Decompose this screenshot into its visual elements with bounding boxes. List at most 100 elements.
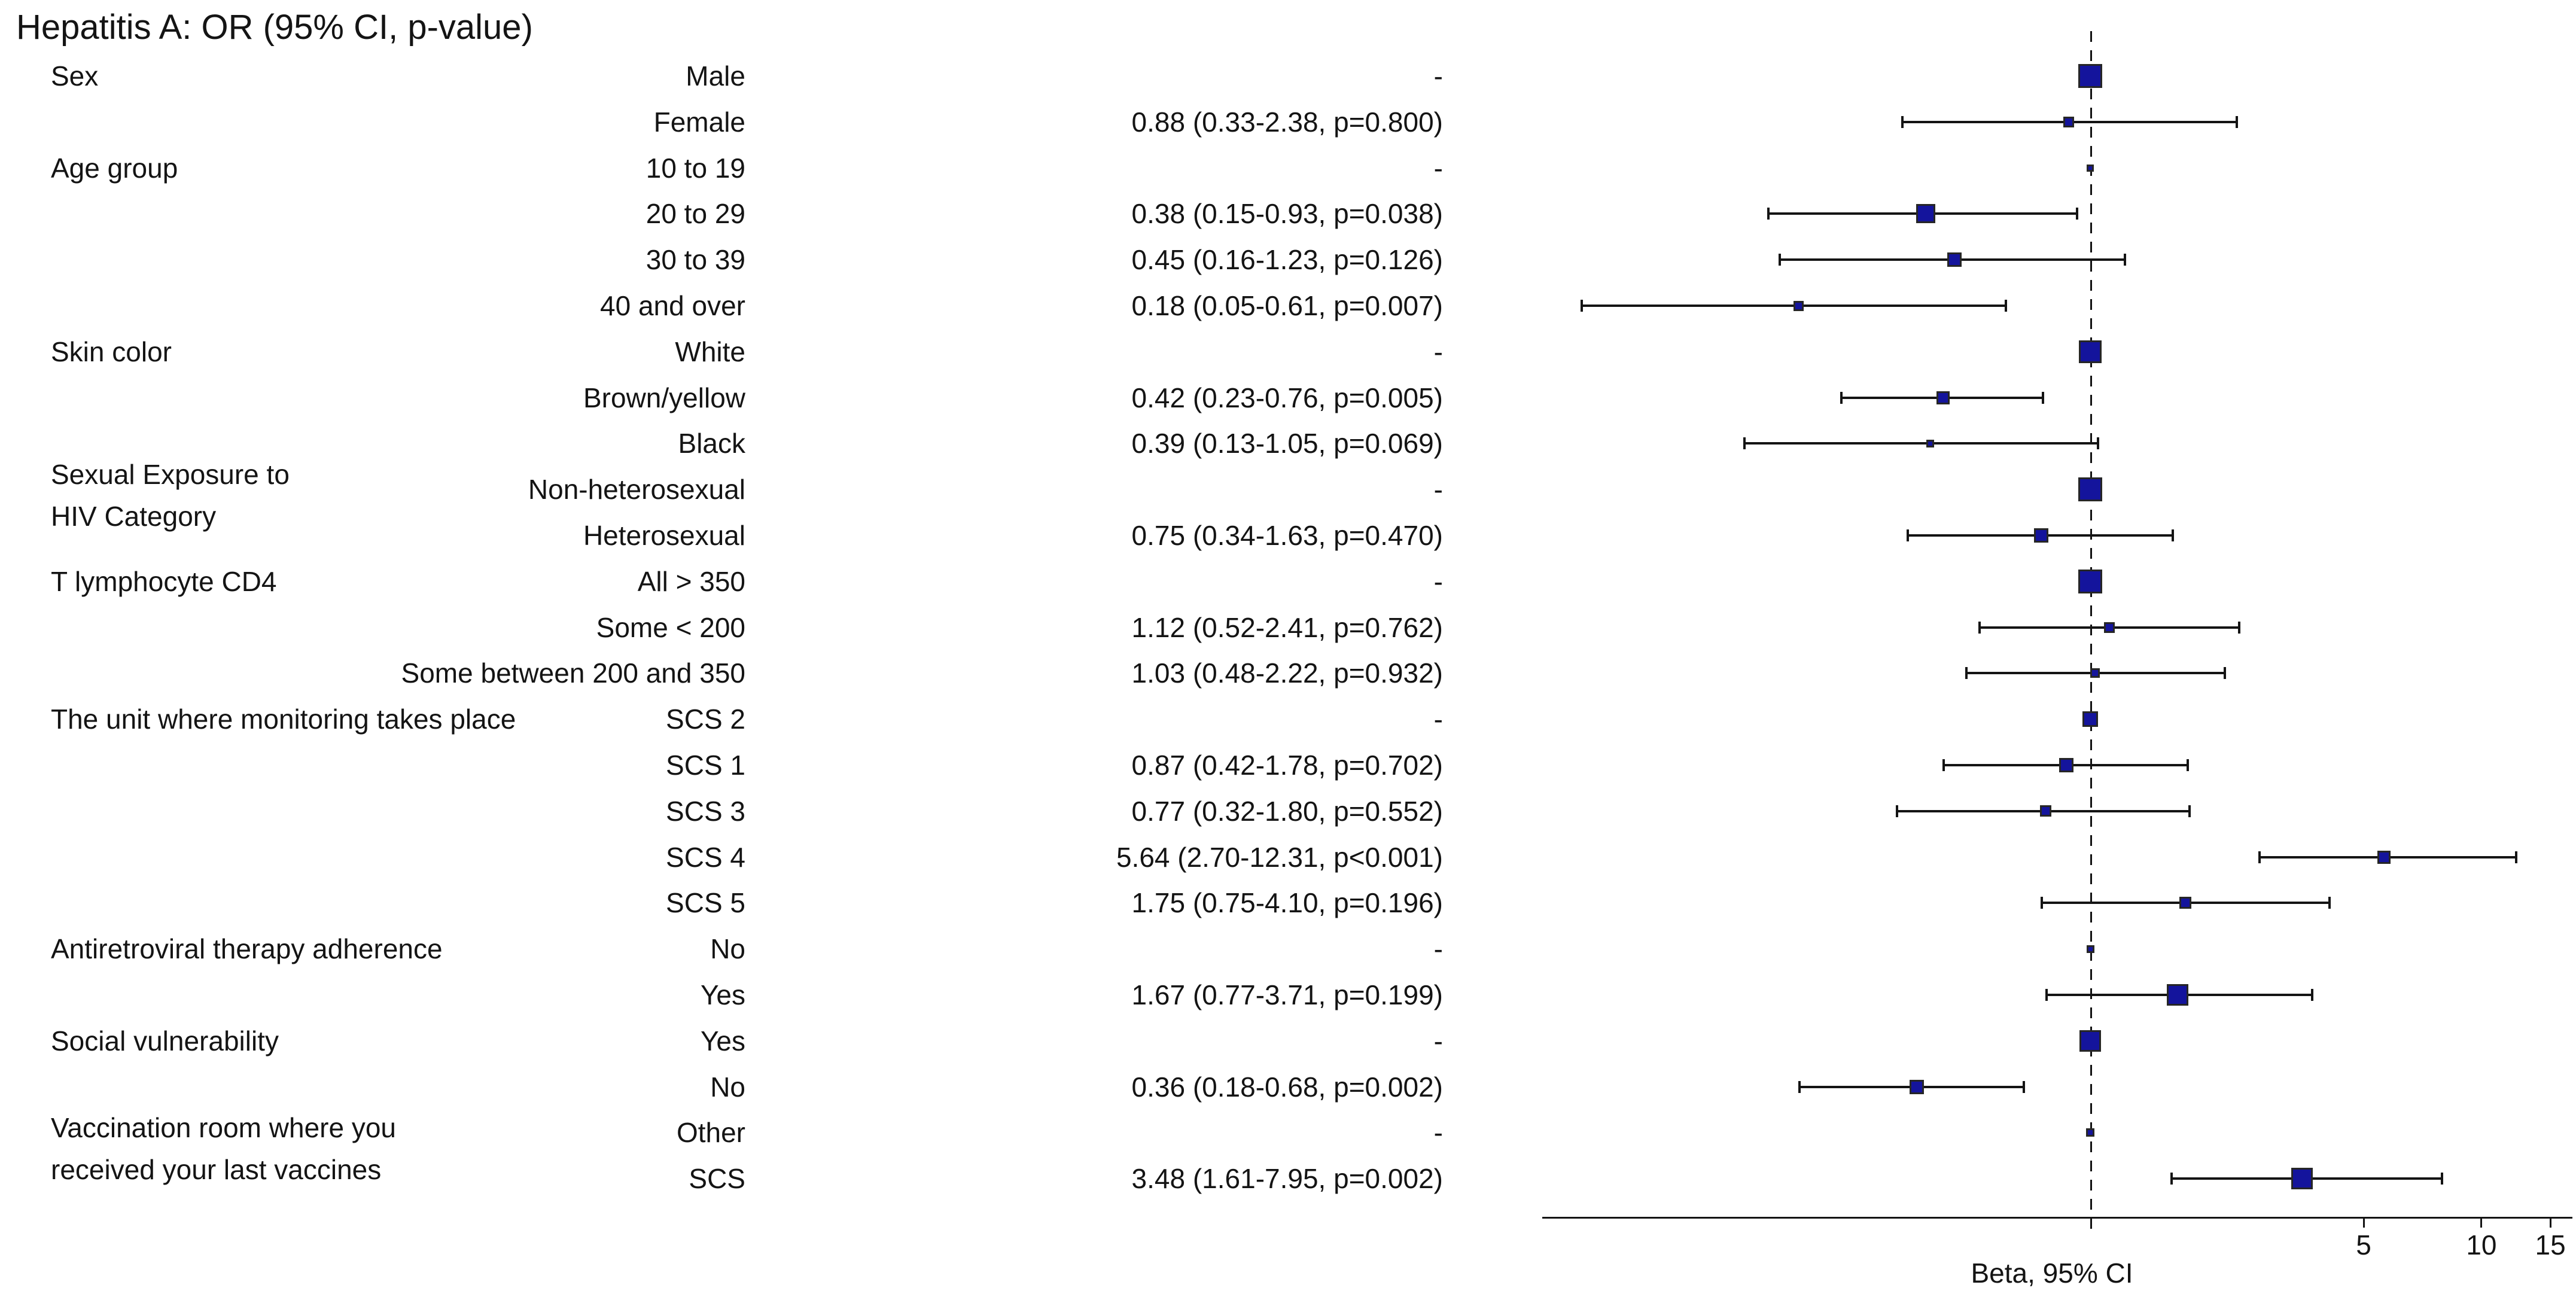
row-value-label: 0.39 (0.13-1.05, p=0.069) [1131, 428, 1443, 459]
estimate-marker [1916, 204, 1936, 224]
row-value-label: 1.75 (0.75-4.10, p=0.196) [1131, 887, 1443, 919]
estimate-marker [2090, 668, 2100, 678]
row-value-label: - [1433, 60, 1443, 92]
x-tick-label: 10 [2466, 1229, 2497, 1261]
row-level-label: All > 350 [637, 565, 745, 597]
ci-cap-right [2123, 254, 2126, 266]
group-label: Age group [51, 152, 178, 184]
ci-cap-right [2236, 115, 2239, 128]
ci-cap-left [1840, 391, 1843, 404]
x-tick-label: 15 [2535, 1229, 2566, 1261]
ci-cap-left [2045, 989, 2048, 1001]
ci-whisker [1743, 442, 2099, 445]
group-label: Social vulnerability [51, 1025, 279, 1057]
ci-cap-left [1978, 621, 1981, 634]
row-value-label: 0.77 (0.32-1.80, p=0.552) [1131, 795, 1443, 827]
row-value-label: 0.45 (0.16-1.23, p=0.126) [1131, 244, 1443, 276]
row-value-label: 0.42 (0.23-0.76, p=0.005) [1131, 382, 1443, 413]
ci-cap-left [1767, 208, 1770, 220]
row-level-label: Brown/yellow [583, 382, 745, 413]
ci-cap-right [2328, 897, 2331, 909]
estimate-marker [1947, 252, 1962, 267]
reference-marker [2086, 945, 2094, 953]
ci-cap-right [2237, 621, 2240, 634]
ci-cap-left [2170, 1173, 2173, 1185]
row-value-label: - [1433, 1025, 1443, 1057]
ci-cap-right [2042, 391, 2045, 404]
estimate-marker [2377, 850, 2391, 864]
ci-whisker [1581, 305, 2006, 307]
row-level-label: Black [678, 428, 745, 459]
row-level-label: 40 and over [600, 290, 745, 321]
ci-cap-left [1906, 529, 1909, 541]
row-value-label: - [1433, 336, 1443, 367]
reference-marker [2078, 569, 2102, 593]
row-value-label: 1.12 (0.52-2.41, p=0.762) [1131, 611, 1443, 643]
estimate-marker [2063, 116, 2074, 127]
row-level-label: Non-heterosexual [528, 474, 745, 506]
row-value-label: 0.75 (0.34-1.63, p=0.470) [1131, 520, 1443, 551]
row-level-label: 10 to 19 [645, 152, 745, 184]
estimate-marker [2291, 1168, 2313, 1190]
row-value-label: 0.38 (0.15-0.93, p=0.038) [1131, 198, 1443, 230]
reference-marker [2082, 711, 2098, 727]
row-value-label: - [1433, 933, 1443, 965]
row-level-label: SCS 1 [666, 750, 745, 781]
row-value-label: 0.88 (0.33-2.38, p=0.800) [1131, 106, 1443, 138]
row-level-label: Heterosexual [583, 520, 745, 551]
row-value-label: - [1433, 704, 1443, 735]
row-value-label: 3.48 (1.61-7.95, p=0.002) [1131, 1163, 1443, 1195]
row-level-label: SCS 4 [666, 841, 745, 873]
ci-cap-right [2224, 667, 2227, 680]
ci-cap-right [2514, 851, 2517, 863]
x-tick-label: 5 [2356, 1229, 2371, 1261]
estimate-marker [2040, 805, 2052, 817]
row-value-label: 1.67 (0.77-3.71, p=0.199) [1131, 979, 1443, 1010]
reference-marker [2087, 164, 2094, 172]
group-label: HIV Category [51, 501, 217, 532]
ci-cap-left [1581, 300, 1584, 312]
ci-cap-right [2096, 437, 2099, 450]
row-value-label: - [1433, 474, 1443, 506]
reference-marker [2078, 477, 2102, 502]
reference-marker [2079, 340, 2102, 363]
group-label: Sex [51, 60, 99, 92]
x-tick [2549, 1218, 2551, 1228]
reference-marker [2078, 64, 2102, 88]
reference-line [2090, 31, 2092, 1230]
ci-cap-right [2004, 300, 2007, 312]
ci-cap-left [1743, 437, 1746, 450]
ci-cap-right [2188, 805, 2191, 817]
row-value-label: - [1433, 1117, 1443, 1149]
group-label: T lymphocyte CD4 [51, 565, 277, 597]
estimate-marker [1936, 391, 1950, 404]
row-value-label: 0.36 (0.18-0.68, p=0.002) [1131, 1071, 1443, 1103]
estimate-marker [1909, 1079, 1924, 1094]
row-level-label: 20 to 29 [645, 198, 745, 230]
row-level-label: Female [653, 106, 745, 138]
ci-cap-left [2258, 851, 2261, 863]
ci-cap-right [2023, 1080, 2026, 1093]
estimate-marker [2104, 622, 2115, 633]
estimate-marker [2059, 758, 2074, 772]
estimate-marker [2179, 897, 2191, 909]
ci-cap-right [2171, 529, 2174, 541]
group-label: Antiretroviral therapy adherence [51, 933, 443, 965]
ci-cap-right [2186, 759, 2189, 771]
row-value-label: 5.64 (2.70-12.31, p<0.001) [1116, 841, 1443, 873]
ci-cap-right [2076, 208, 2079, 220]
estimate-marker [1794, 300, 1804, 311]
row-level-label: SCS [689, 1163, 745, 1195]
row-level-label: Male [686, 60, 745, 92]
row-value-label: 0.18 (0.05-0.61, p=0.007) [1131, 290, 1443, 321]
x-axis-title: Beta, 95% CI [1971, 1258, 2133, 1289]
estimate-marker [2034, 528, 2049, 543]
row-level-label: White [675, 336, 745, 367]
ci-cap-left [1901, 115, 1904, 128]
group-label: received your last vaccines [51, 1154, 382, 1186]
ci-cap-left [1896, 805, 1899, 817]
row-level-label: No [710, 933, 745, 965]
ci-cap-right [2440, 1173, 2443, 1185]
